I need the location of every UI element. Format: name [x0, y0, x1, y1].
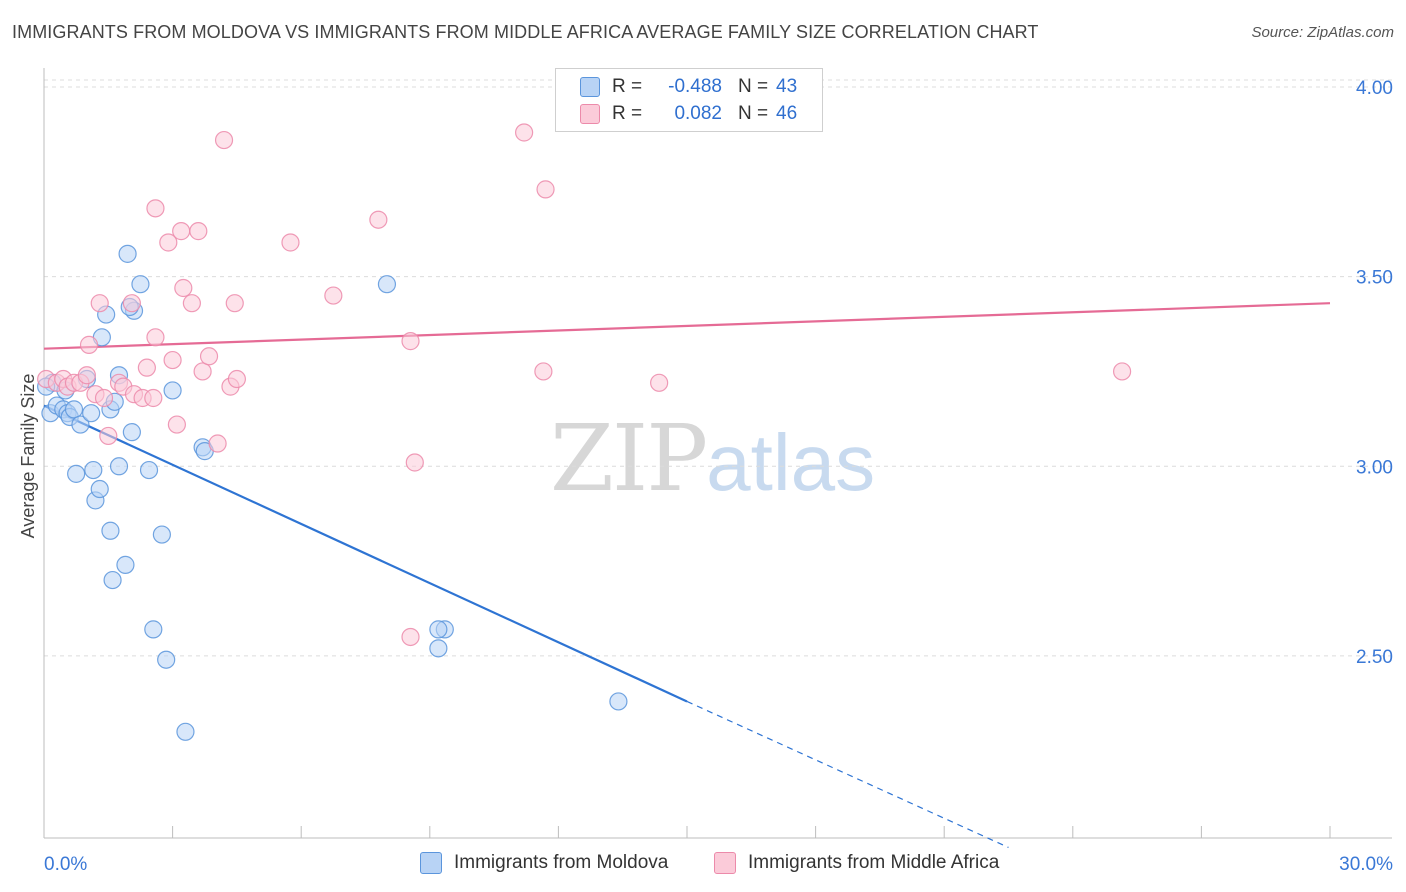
x-tick-label-max: 30.0%	[1339, 854, 1393, 875]
data-point-moldova	[609, 692, 628, 711]
data-point-middle-africa	[144, 388, 163, 408]
data-point-middle-africa	[99, 426, 118, 446]
data-point-moldova	[64, 400, 84, 419]
data-point-moldova	[139, 460, 159, 480]
data-point-moldova	[377, 275, 397, 294]
legend-item-moldova[interactable]: Immigrants from Moldova	[420, 852, 668, 874]
data-point-middle-africa	[174, 278, 193, 298]
legend-n-value-moldova: 43	[776, 76, 798, 97]
trend-lines	[43, 302, 1331, 849]
legend-swatch-moldova	[580, 77, 600, 97]
legend-label-middle-africa: Immigrants from Middle Africa	[748, 852, 1000, 873]
y-tick-label: 3.00	[1356, 457, 1393, 478]
data-point-moldova	[103, 570, 122, 590]
data-point-middle-africa	[90, 294, 109, 313]
data-point-middle-africa	[208, 434, 227, 453]
data-point-moldova	[429, 620, 448, 639]
trend-line-moldova-extension	[686, 700, 1009, 849]
data-point-middle-africa	[189, 222, 208, 241]
y-tick-label: 4.00	[1356, 78, 1393, 99]
legend-r-value-moldova: -0.488	[668, 76, 722, 97]
data-point-moldova	[131, 275, 150, 294]
data-point-middle-africa	[159, 233, 178, 252]
y-axis-label: Average Family Size	[18, 374, 38, 539]
data-point-middle-africa	[214, 130, 234, 150]
data-point-middle-africa	[146, 328, 165, 347]
data-point-moldova	[90, 479, 109, 499]
data-point-moldova	[84, 460, 103, 480]
data-point-moldova	[157, 650, 176, 669]
data-point-moldova	[122, 423, 141, 442]
data-point-middle-africa	[650, 373, 669, 392]
data-point-middle-africa	[281, 233, 300, 252]
data-point-moldova	[144, 620, 163, 639]
legend-n-label: N =	[738, 76, 769, 97]
data-point-middle-africa	[324, 286, 343, 305]
data-point-middle-africa	[172, 222, 191, 241]
trend-line-middle-africa	[43, 302, 1331, 350]
data-point-moldova	[116, 555, 135, 574]
tick-labels: 2.50 3.00 3.50 4.00 0.0% 30.0% Average Family …	[18, 78, 1393, 875]
data-point-middle-africa	[182, 294, 201, 313]
data-point-middle-africa	[369, 210, 388, 229]
data-point-middle-africa	[137, 358, 156, 377]
data-point-middle-africa	[534, 362, 553, 381]
data-points	[37, 123, 1132, 741]
data-point-middle-africa	[94, 388, 114, 408]
trend-line-moldova	[43, 404, 688, 703]
data-point-moldova	[176, 722, 195, 741]
legend-swatch-middle-africa	[714, 852, 736, 874]
legend-n-value-middle-africa: 46	[776, 103, 798, 124]
data-point-moldova	[118, 244, 137, 263]
legend-r-label: R =	[612, 76, 643, 97]
data-point-middle-africa	[163, 350, 182, 370]
data-point-moldova	[71, 415, 90, 434]
x-tick-label-min: 0.0%	[44, 854, 87, 875]
y-tick-label: 2.50	[1356, 647, 1393, 668]
data-point-middle-africa	[536, 180, 555, 199]
data-point-middle-africa	[401, 627, 420, 647]
legend-r-label: R =	[612, 103, 643, 124]
legend-label-moldova: Immigrants from Moldova	[454, 852, 669, 873]
data-point-moldova	[163, 381, 182, 400]
data-point-middle-africa	[193, 362, 212, 381]
data-point-middle-africa	[167, 415, 186, 434]
data-point-middle-africa	[79, 335, 99, 354]
grid-lines	[44, 79, 1392, 657]
data-point-middle-africa	[199, 347, 219, 366]
data-point-middle-africa	[225, 294, 244, 313]
data-point-middle-africa	[146, 199, 165, 218]
legend-swatch-moldova	[420, 852, 442, 874]
data-point-moldova	[429, 639, 448, 658]
legend-row-middle-africa: R = 0.082 N = 46	[580, 102, 797, 126]
data-point-middle-africa	[1112, 362, 1132, 381]
data-point-middle-africa	[227, 369, 246, 389]
legend-item-middle-africa[interactable]: Immigrants from Middle Africa	[714, 852, 999, 874]
legend-n-label: N =	[738, 103, 769, 124]
data-point-middle-africa	[77, 366, 96, 385]
data-point-moldova	[152, 525, 171, 544]
data-point-middle-africa	[405, 453, 424, 472]
axes	[43, 68, 1392, 839]
data-point-moldova	[67, 464, 86, 483]
chart-title: IMMIGRANTS FROM MOLDOVA VS IMMIGRANTS FR…	[12, 22, 1039, 42]
data-point-middle-africa	[122, 294, 141, 313]
legend-r-value-middle-africa: 0.082	[674, 103, 722, 124]
y-tick-label: 3.50	[1356, 268, 1393, 289]
stats-legend: R = -0.488 N = 43 R = 0.082 N = 46	[555, 68, 823, 132]
legend-row-moldova: R = -0.488 N = 43	[580, 75, 797, 99]
source-credit: Source: ZipAtlas.com	[1251, 24, 1394, 41]
legend-swatch-middle-africa	[580, 104, 600, 124]
data-point-middle-africa	[515, 123, 534, 142]
data-point-moldova	[109, 457, 129, 476]
data-point-moldova	[82, 404, 101, 423]
data-point-moldova	[101, 521, 120, 540]
data-point-middle-africa	[401, 332, 420, 351]
series-legend: Immigrants from Moldova Immigrants from …	[0, 852, 1406, 878]
